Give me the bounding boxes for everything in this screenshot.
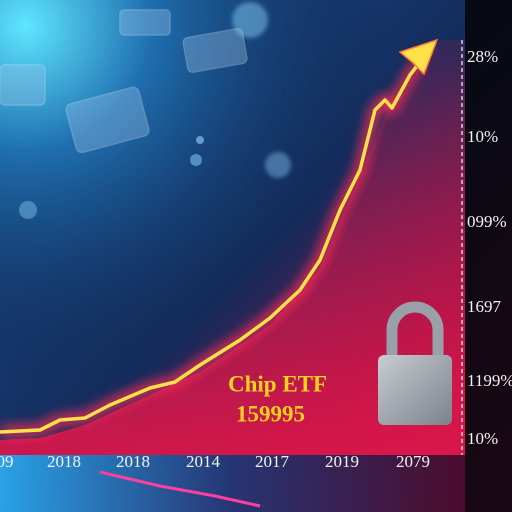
trend-line (0, 60, 422, 434)
axis-panel (465, 0, 512, 512)
annotation-title: Chip ETF (228, 371, 327, 396)
x-label: 2079 (396, 452, 430, 471)
y-label: 1199% (467, 371, 512, 390)
footer-band (0, 455, 465, 512)
area (0, 40, 465, 455)
y-labels: 28% 10% 099% 1697 1199% 10% (467, 47, 512, 448)
arrow-head (398, 38, 439, 76)
y-label: 10% (467, 429, 498, 448)
x-label: 2019 (325, 452, 359, 471)
y-label: 099% (467, 212, 507, 231)
x-label: 2017 (255, 452, 290, 471)
y-label: 1697 (467, 297, 502, 316)
annotation-value: 159995 (236, 401, 305, 426)
x-label: 2014 (186, 452, 221, 471)
x-label: 2018 (47, 452, 81, 471)
bokeh (19, 2, 291, 219)
x-labels: 09 2018 2018 2014 2017 2019 2079 (0, 452, 430, 471)
bottom-line (99, 470, 261, 508)
padlock (378, 301, 452, 425)
x-label: 2018 (116, 452, 150, 471)
chips (0, 9, 248, 154)
y-label: 10% (467, 127, 498, 146)
y-label: 28% (467, 47, 498, 66)
x-label: 09 (0, 452, 14, 471)
